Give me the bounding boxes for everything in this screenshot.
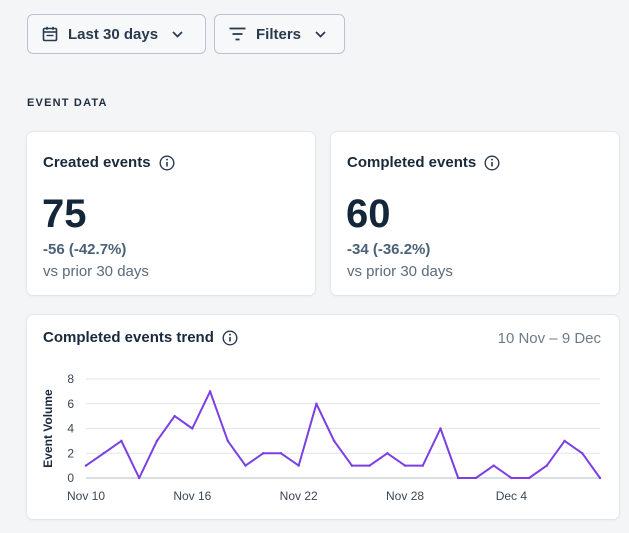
data-point [279, 452, 283, 455]
data-point [563, 439, 566, 443]
x-tick-label: Nov 22 [280, 489, 318, 503]
data-point [510, 476, 513, 480]
x-tick-label: Nov 28 [386, 489, 424, 503]
data-point [208, 390, 212, 393]
filters-label: Filters [256, 25, 302, 43]
data-point [474, 476, 478, 480]
y-tick-label: 8 [67, 372, 74, 386]
created-events-comparison: vs prior 30 days [43, 263, 149, 280]
data-point [84, 464, 88, 467]
date-range-label: Last 30 days [68, 25, 159, 43]
data-point [262, 452, 265, 455]
data-point [439, 427, 442, 430]
data-point [191, 427, 194, 430]
data-point [332, 439, 336, 443]
data-point [403, 464, 407, 467]
completed-events-trend-card: Completed events trend 10 Nov – 9 Dec 0 2… [27, 315, 619, 519]
trend-title: Completed events trend [43, 329, 238, 346]
data-point [244, 464, 247, 467]
filter-icon [229, 27, 246, 41]
data-point [137, 476, 141, 480]
series-line-completed-events [85, 390, 601, 479]
data-point [226, 439, 229, 443]
data-point [421, 464, 424, 467]
data-point [457, 476, 460, 480]
card-title-text: Created events [43, 154, 151, 171]
y-tick-label: 6 [67, 397, 74, 411]
data-point [155, 439, 159, 443]
data-point [297, 464, 300, 467]
chevron-down-icon [315, 30, 326, 38]
trend-line-chart: 0 2 4 6 8 Nov 10 Nov 16 Nov 22 Nov 28 Dec 4 Event … [41, 372, 602, 503]
x-tick-label: Nov 16 [173, 489, 211, 503]
data-point [492, 464, 495, 467]
data-point [545, 464, 549, 467]
info-icon[interactable] [484, 154, 500, 171]
y-axis-label: Event Volume [41, 389, 55, 468]
completed-events-card: Completed events 60 -34 (-36.2%) vs prio… [331, 132, 619, 295]
data-point [315, 402, 318, 405]
data-point [350, 464, 354, 467]
completed-events-value: 60 [346, 192, 391, 236]
info-icon[interactable] [222, 329, 238, 346]
filters-button[interactable]: Filters [214, 14, 345, 54]
data-point [527, 476, 531, 480]
trend-title-text: Completed events trend [43, 329, 214, 346]
x-tick-label: Nov 10 [67, 489, 105, 503]
data-point [386, 452, 389, 455]
data-point [173, 414, 176, 418]
date-range-button[interactable]: Last 30 days [27, 14, 206, 54]
data-point [368, 464, 371, 467]
data-point [598, 476, 602, 480]
card-title-text: Completed events [347, 154, 477, 171]
completed-events-comparison: vs prior 30 days [347, 263, 453, 280]
created-events-title: Created events [43, 154, 175, 171]
created-events-delta: -56 (-42.7%) [43, 241, 127, 258]
created-events-value: 75 [42, 192, 87, 236]
info-icon[interactable] [159, 154, 175, 171]
data-point [102, 452, 105, 455]
chevron-down-icon [172, 30, 183, 38]
trend-date-range: 10 Nov – 9 Dec [497, 330, 601, 347]
section-label: EVENT DATA [27, 97, 108, 109]
y-tick-label: 0 [67, 471, 74, 485]
y-tick-label: 4 [67, 422, 74, 436]
y-tick-label: 2 [67, 446, 74, 460]
data-point [120, 439, 123, 443]
data-point [581, 452, 584, 455]
created-events-card: Created events 75 -56 (-42.7%) vs prior … [27, 132, 315, 295]
completed-events-title: Completed events [347, 154, 500, 171]
x-tick-label: Dec 4 [496, 489, 528, 503]
completed-events-delta: -34 (-36.2%) [347, 241, 431, 258]
calendar-icon [42, 26, 58, 42]
